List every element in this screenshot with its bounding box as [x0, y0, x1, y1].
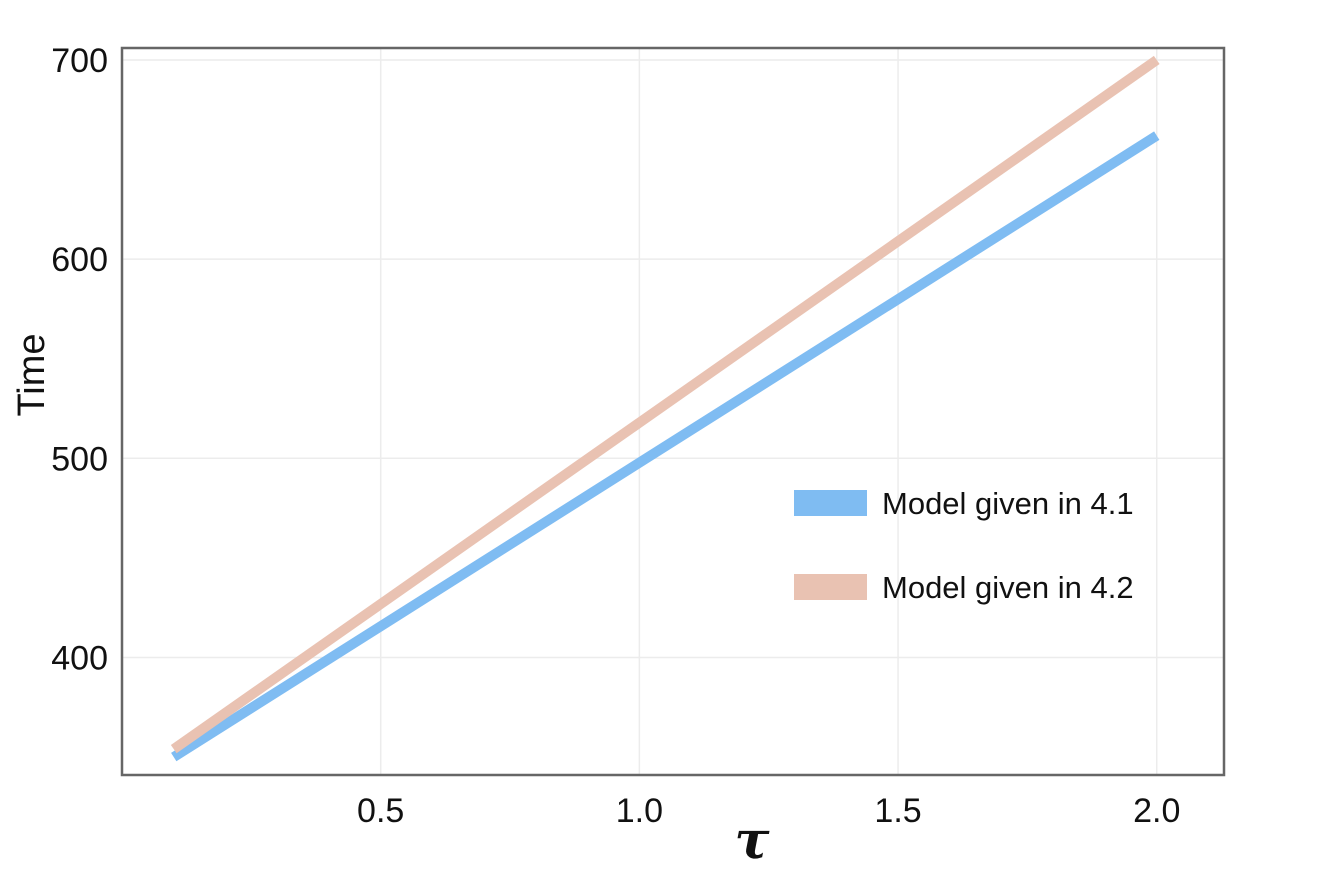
x-tick-label: 1.0 [616, 792, 663, 830]
x-axis-title: τ [735, 810, 771, 871]
y-tick-label: 500 [51, 440, 108, 478]
legend: Model given in 4.1 Model given in 4.2 [794, 486, 1134, 605]
x-tick-label: 1.5 [874, 792, 921, 830]
x-tick-labels: 0.5 1.0 1.5 2.0 [357, 792, 1180, 830]
axes [120, 46, 1226, 777]
legend-item: Model given in 4.2 [794, 570, 1134, 605]
y-tick-label: 700 [51, 42, 108, 80]
legend-swatch [794, 490, 867, 516]
y-axis-title: Time [11, 333, 53, 416]
y-tick-labels: 400 500 600 700 [51, 42, 108, 678]
legend-label: Model given in 4.2 [882, 570, 1134, 605]
legend-label: Model given in 4.1 [882, 486, 1134, 521]
y-tick-label: 600 [51, 241, 108, 279]
legend-item: Model given in 4.1 [794, 486, 1134, 521]
series-line-1 [171, 131, 1160, 762]
y-tick-label: 400 [51, 639, 108, 677]
series-lines [170, 55, 1160, 762]
legend-swatch [794, 574, 867, 600]
x-tick-label: 2.0 [1133, 792, 1180, 830]
x-tick-label: 0.5 [357, 792, 404, 830]
plot-frame [120, 46, 1226, 777]
series-line-2 [170, 55, 1160, 754]
